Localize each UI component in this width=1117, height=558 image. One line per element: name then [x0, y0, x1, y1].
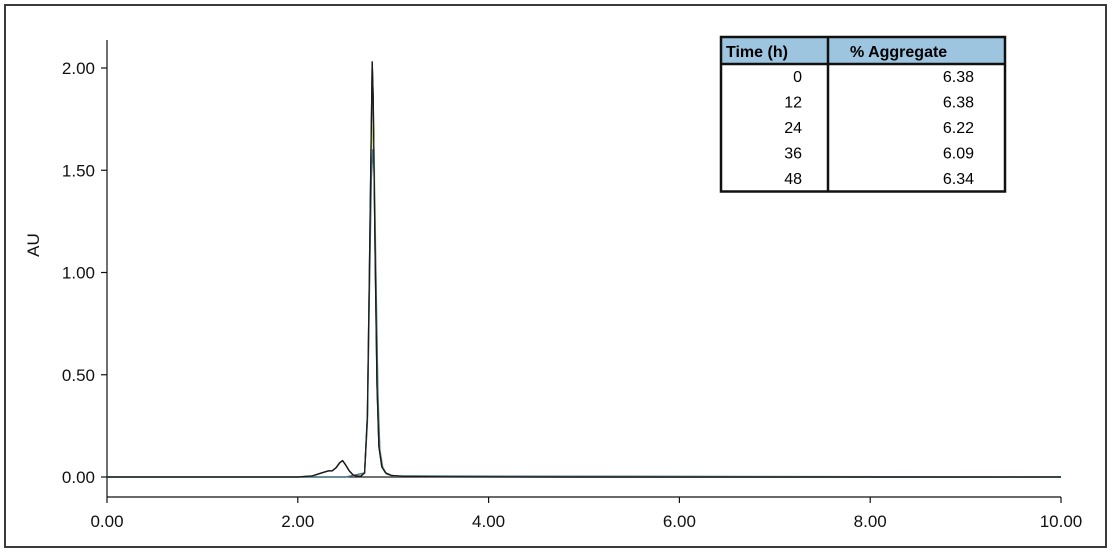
table-header-time: Time (h) [726, 44, 788, 61]
y-tick-label: 0.50 [62, 366, 95, 385]
table-cell-time: 24 [784, 120, 802, 137]
table-cell-time: 48 [784, 171, 802, 188]
table-cell-aggregate: 6.09 [943, 146, 974, 163]
table-cell-aggregate: 6.22 [943, 120, 974, 137]
axes: 0.00 0.50 1.00 1.50 2.00 0.00 2.00 4.00 6.00 8.00… [24, 40, 1082, 531]
x-tick-label: 2.00 [281, 512, 314, 531]
y-tick-label: 2.00 [62, 59, 95, 78]
table-header-aggregate: % Aggregate [850, 44, 947, 61]
series-line-2 [107, 149, 1062, 478]
series-line-0 [107, 61, 1061, 478]
x-tick-label: 6.00 [663, 512, 696, 531]
table-cell-time: 36 [784, 146, 802, 163]
table-cell-aggregate: 6.34 [943, 171, 974, 188]
y-tick-label: 1.00 [62, 264, 95, 283]
x-tick-label: 10.00 [1040, 512, 1083, 531]
table-header-bg [721, 37, 1005, 64]
x-tick-label: 0.00 [90, 512, 123, 531]
series-line-1 [107, 124, 1062, 478]
series-group [107, 61, 1062, 478]
aggregate-table: Time (h) % Aggregate 0 6.38 12 6.38 24 6.22 36 6.… [719, 35, 1007, 193]
table-border [719, 35, 1007, 193]
series-line-0-outline [107, 61, 1061, 478]
y-tick-label: 0.00 [62, 468, 95, 487]
y-tick-label: 1.50 [62, 161, 95, 180]
table-cell-aggregate: 6.38 [943, 69, 974, 86]
chart-frame [4, 4, 1107, 548]
table-cell-time: 12 [784, 95, 802, 112]
y-axis-title: AU [24, 233, 43, 257]
table-cell-aggregate: 6.38 [943, 95, 974, 112]
table-cell-time: 0 [793, 69, 802, 86]
x-tick-label: 4.00 [472, 512, 505, 531]
x-tick-label: 8.00 [854, 512, 887, 531]
